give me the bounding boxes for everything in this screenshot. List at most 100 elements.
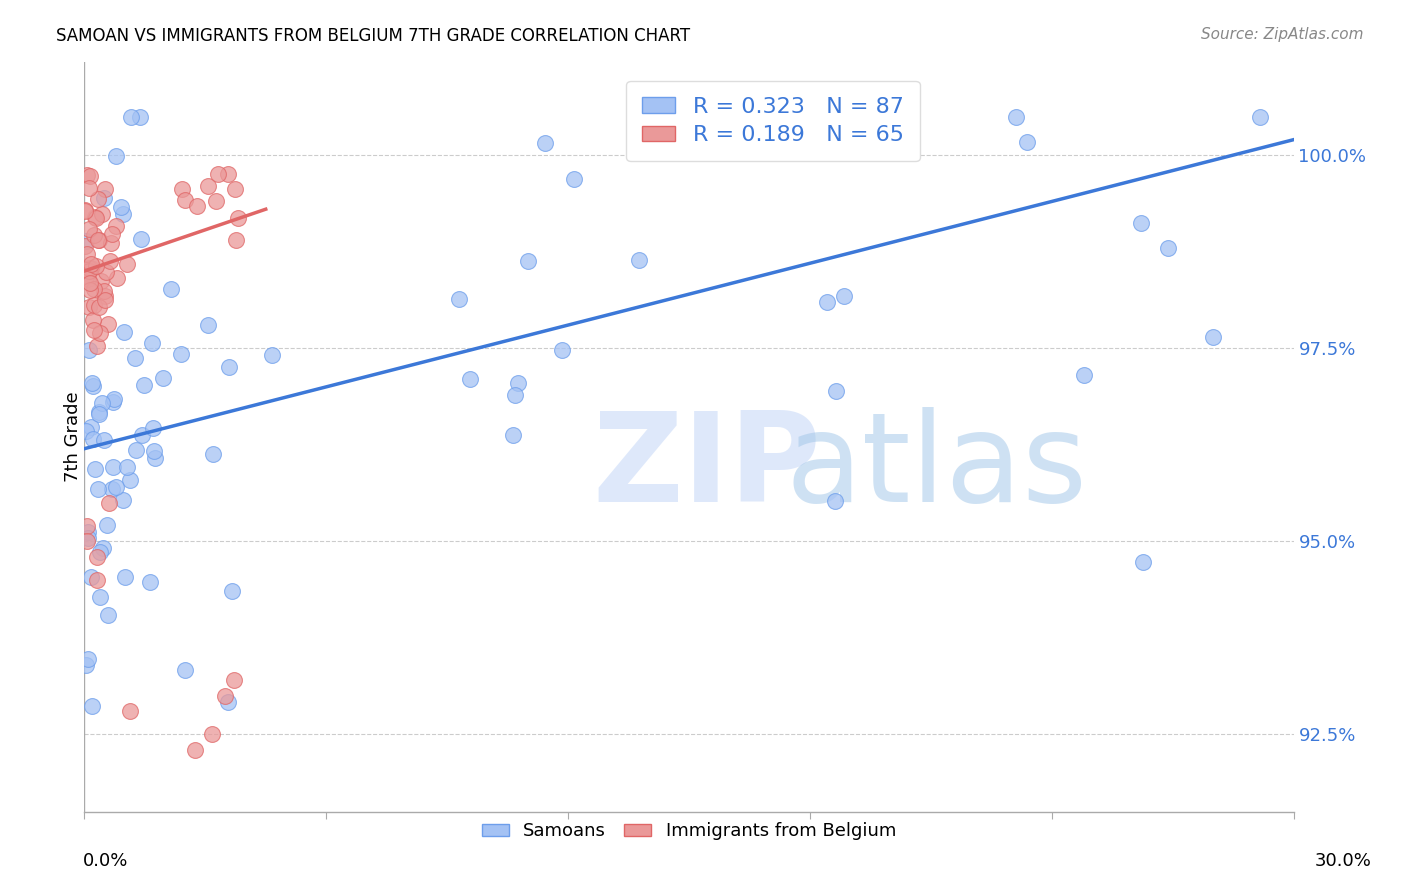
Point <box>205 194 228 208</box>
Point <box>94 265 117 279</box>
Point <box>93 284 115 298</box>
Point <box>76 246 98 260</box>
Point <box>201 727 224 741</box>
Point <box>75 239 97 253</box>
Point <box>260 348 283 362</box>
Point <box>76 168 98 182</box>
Point <box>111 207 134 221</box>
Point <box>516 253 538 268</box>
Point <box>79 276 101 290</box>
Point <box>77 221 100 235</box>
Point <box>101 227 124 241</box>
Point <box>224 182 246 196</box>
Point <box>866 110 889 124</box>
Point <box>77 181 100 195</box>
Point <box>77 260 100 275</box>
Point <box>96 518 118 533</box>
Point <box>129 110 152 124</box>
Point <box>83 282 105 296</box>
Point <box>91 207 114 221</box>
Point <box>77 272 100 286</box>
Point <box>75 234 97 248</box>
Point <box>214 689 236 703</box>
Point <box>503 388 526 402</box>
Point <box>129 231 152 245</box>
Point <box>75 203 97 218</box>
Point <box>118 473 141 487</box>
Point <box>82 432 104 446</box>
Point <box>76 534 98 549</box>
Point <box>77 652 100 666</box>
Point <box>1249 110 1271 124</box>
Point <box>115 257 138 271</box>
Point <box>87 192 110 206</box>
Point <box>101 482 124 496</box>
Point <box>170 347 193 361</box>
Point <box>79 283 101 297</box>
Point <box>142 421 165 435</box>
Y-axis label: 7th Grade: 7th Grade <box>65 392 82 483</box>
Point <box>75 268 97 283</box>
Point <box>94 289 117 303</box>
Point <box>641 145 664 160</box>
Point <box>447 293 470 307</box>
Point <box>224 673 246 688</box>
Point <box>217 695 239 709</box>
Point <box>82 312 104 326</box>
Point <box>90 274 112 288</box>
Point <box>124 351 146 365</box>
Point <box>152 371 174 385</box>
Point <box>80 256 103 270</box>
Point <box>226 211 249 225</box>
Point <box>83 298 105 312</box>
Point <box>174 663 197 677</box>
Point <box>1156 241 1178 255</box>
Point <box>172 182 194 196</box>
Point <box>125 442 148 457</box>
Point <box>815 295 838 310</box>
Point <box>118 704 141 718</box>
Point <box>75 203 97 218</box>
Text: 0.0%: 0.0% <box>83 852 128 870</box>
Point <box>91 541 114 555</box>
Point <box>132 378 155 392</box>
Point <box>75 657 97 672</box>
Point <box>671 110 693 124</box>
Point <box>94 181 117 195</box>
Point <box>77 343 100 358</box>
Point <box>86 573 108 587</box>
Point <box>733 110 755 124</box>
Point <box>104 148 127 162</box>
Point <box>80 699 103 714</box>
Point <box>93 433 115 447</box>
Point <box>77 263 100 277</box>
Point <box>1073 368 1095 382</box>
Text: atlas: atlas <box>786 407 1088 527</box>
Point <box>197 318 219 332</box>
Point <box>120 110 142 124</box>
Point <box>103 460 125 475</box>
Point <box>114 569 136 583</box>
Point <box>141 335 163 350</box>
Point <box>79 419 101 434</box>
Point <box>87 482 110 496</box>
Point <box>112 492 135 507</box>
Point <box>131 427 153 442</box>
Point <box>197 178 219 193</box>
Point <box>112 326 135 340</box>
Point <box>628 252 651 267</box>
Point <box>502 427 524 442</box>
Point <box>89 545 111 559</box>
Point <box>97 607 120 622</box>
Point <box>534 136 557 150</box>
Point <box>89 326 111 340</box>
Point <box>80 570 103 584</box>
Point <box>824 494 846 508</box>
Point <box>80 261 103 276</box>
Point <box>83 211 105 225</box>
Point <box>218 360 240 375</box>
Text: SAMOAN VS IMMIGRANTS FROM BELGIUM 7TH GRADE CORRELATION CHART: SAMOAN VS IMMIGRANTS FROM BELGIUM 7TH GR… <box>56 27 690 45</box>
Point <box>82 379 104 393</box>
Point <box>755 110 778 124</box>
Point <box>103 392 125 407</box>
